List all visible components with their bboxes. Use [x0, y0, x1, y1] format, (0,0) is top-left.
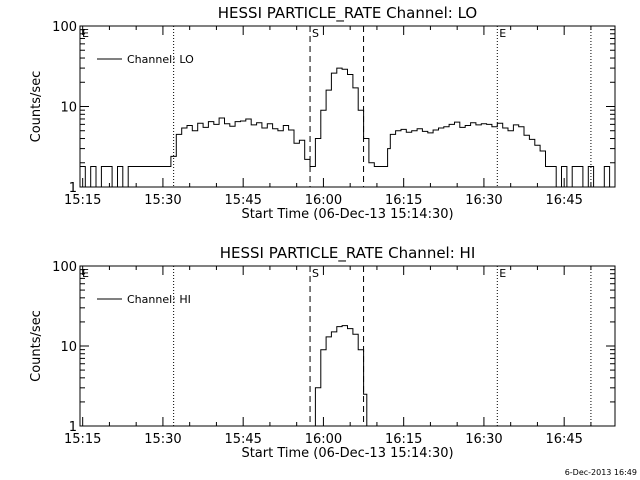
- marker-label: E: [499, 27, 506, 40]
- x-tick-label: 15:30: [144, 193, 181, 208]
- plot-frame: [79, 265, 616, 427]
- chart-title: HESSI PARTICLE_RATE Channel: LO: [218, 4, 477, 23]
- x-tick-label: 16:45: [545, 193, 582, 208]
- marker-label: E: [499, 267, 506, 280]
- x-tick-label: 16:30: [465, 432, 502, 447]
- marker-label: S: [312, 267, 319, 280]
- x-tick-label: 15:15: [64, 432, 101, 447]
- marker-label: E: [82, 267, 89, 280]
- x-tick-label: 16:00: [305, 432, 342, 447]
- x-tick-label: 15:30: [144, 432, 181, 447]
- y-tick-label: 10: [60, 340, 77, 355]
- legend-label: Channel: HI: [127, 293, 191, 306]
- y-tick-label: 100: [52, 260, 77, 275]
- plot-frame: [79, 25, 616, 188]
- marker-label: E: [82, 27, 89, 40]
- series-line: [314, 325, 368, 426]
- x-tick-label: 16:30: [465, 193, 502, 208]
- timestamp-footer: 6-Dec-2013 16:49: [565, 468, 637, 477]
- series-line: [80, 67, 615, 187]
- chart-panel-2: HESSI PARTICLE_RATE Channel: HI 1 10 100 15:…: [29, 244, 616, 461]
- x-tick-label: 16:45: [545, 432, 582, 447]
- y-axis-label: Counts/sec: [29, 71, 44, 143]
- x-axis-label: Start Time (06-Dec-13 15:14:30): [241, 207, 453, 222]
- marker-label: S: [312, 27, 319, 40]
- x-axis-label: Start Time (06-Dec-13 15:14:30): [241, 446, 453, 461]
- legend-label: Channel: LO: [127, 53, 194, 66]
- x-tick-label: 16:00: [305, 193, 342, 208]
- y-tick-label: 10: [60, 101, 77, 116]
- y-axis-label: Counts/sec: [29, 310, 44, 382]
- chart-title: HESSI PARTICLE_RATE Channel: HI: [220, 244, 476, 263]
- x-tick-label: 16:15: [385, 432, 422, 447]
- chart-panel-1: HESSI PARTICLE_RATE Channel: LO 1 10 100 15:…: [29, 4, 616, 222]
- y-tick-label: 1: [69, 181, 77, 196]
- x-tick-label: 15:45: [224, 193, 261, 208]
- x-tick-label: 15:15: [64, 193, 101, 208]
- x-tick-label: 15:45: [224, 432, 261, 447]
- x-tick-label: 16:15: [385, 193, 422, 208]
- y-tick-label: 1: [69, 420, 77, 435]
- y-tick-label: 100: [52, 20, 77, 35]
